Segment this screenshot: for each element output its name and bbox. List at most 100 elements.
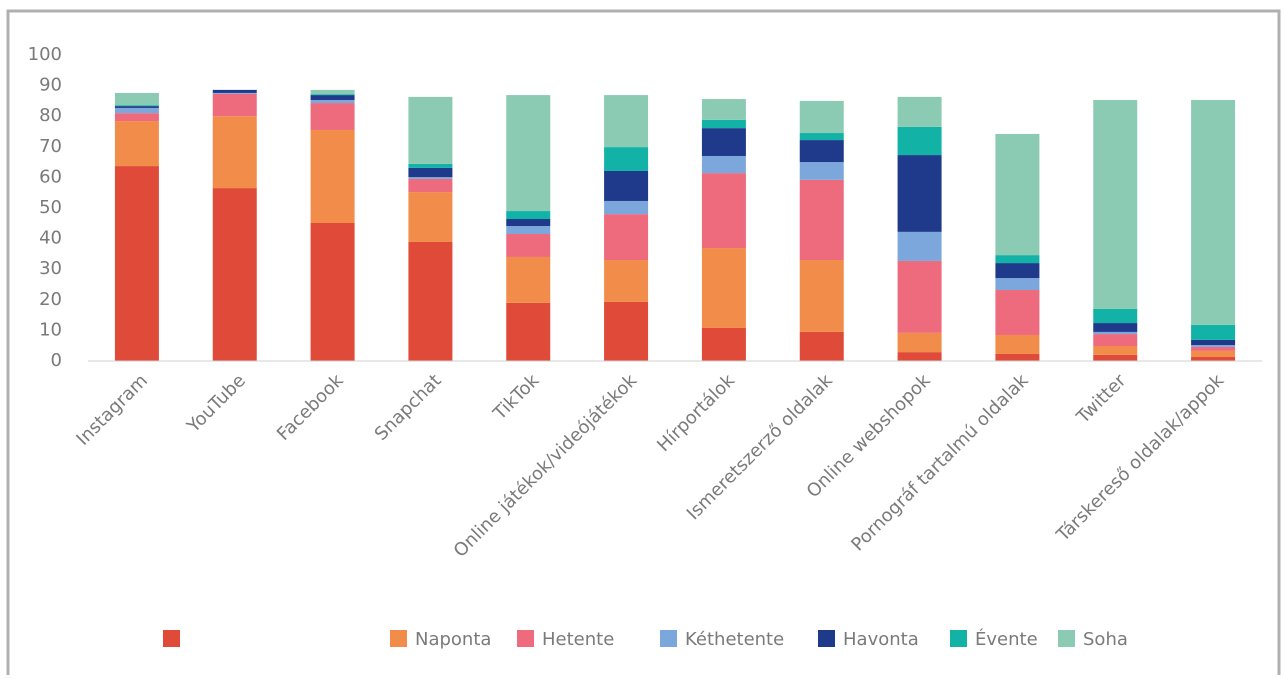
bar-segment: [114, 107, 159, 114]
legend-swatch: [163, 630, 180, 647]
bar-segment: [212, 92, 257, 94]
x-tick-label: Twitter: [1072, 370, 1131, 429]
bar-segment: [701, 155, 746, 174]
bar-segment: [1191, 346, 1236, 351]
y-tick-label: 40: [39, 228, 62, 249]
x-tick-label: Hírportálok: [653, 370, 739, 456]
bar-segment: [408, 192, 453, 242]
legend-swatch: [1058, 630, 1075, 647]
bar-segment: [701, 173, 746, 249]
x-tick-label: Online játékok/videójátékok: [450, 370, 642, 562]
bar-segment: [995, 263, 1040, 279]
bar-segment: [114, 166, 159, 361]
legend-swatch: [660, 630, 677, 647]
bar-segment: [897, 352, 942, 361]
bar-segment: [995, 133, 1040, 256]
legend-label: Naponta: [415, 629, 491, 650]
bar-segment: [995, 255, 1040, 264]
bar-segment: [114, 106, 159, 108]
bar-segment: [897, 260, 942, 333]
bar-segment: [1093, 334, 1138, 347]
y-tick-label: 80: [39, 105, 62, 126]
bar-segment: [114, 92, 159, 106]
bar-segment: [310, 95, 355, 100]
bar-segment: [114, 105, 159, 107]
bar-segment: [310, 99, 355, 104]
y-tick-label: 90: [39, 75, 62, 96]
bar-segment: [212, 116, 257, 189]
x-tick-label: Pornográf tartalmú oldalak: [847, 370, 1033, 556]
bar-segment: [1191, 324, 1236, 340]
bar-segment: [799, 331, 844, 361]
bar-segment: [1191, 350, 1236, 358]
bar-segment: [799, 133, 844, 141]
bar-segment: [408, 241, 453, 361]
x-tick-label: Snapchat: [371, 370, 446, 445]
bar-segment: [701, 327, 746, 361]
legend-swatch: [950, 630, 967, 647]
bar-segment: [1191, 339, 1236, 346]
y-tick-label: 20: [39, 289, 62, 310]
legend-label: Évente: [975, 628, 1038, 650]
bar-segment: [1093, 354, 1138, 361]
x-tick-label: Facebook: [273, 370, 348, 445]
y-tick-label: 10: [39, 319, 62, 340]
bar-segment: [310, 222, 355, 361]
bar-segment: [701, 248, 746, 328]
bar-segment: [1191, 357, 1236, 361]
bar-segment: [408, 96, 453, 164]
legend-label: Soha: [1083, 629, 1128, 650]
bar-segment: [1191, 345, 1236, 347]
bar-segment: [995, 334, 1040, 354]
bar-segment: [897, 231, 942, 261]
legend-swatch: [390, 630, 407, 647]
bar-segment: [408, 167, 453, 178]
bar-segment: [310, 129, 355, 223]
legend-label: Hetente: [542, 629, 614, 650]
bar-segment: [897, 126, 942, 156]
bar-segment: [310, 94, 355, 96]
bar-segment: [408, 163, 453, 168]
y-tick-label: 0: [51, 350, 62, 371]
legend-label: Havonta: [843, 629, 919, 650]
y-tick-label: 60: [39, 166, 62, 187]
bar-segment: [897, 332, 942, 353]
bar-segment: [897, 96, 942, 127]
bar-segment: [995, 290, 1040, 335]
bar-segment: [799, 179, 844, 261]
bar-segment: [506, 219, 551, 227]
bar-segment: [114, 121, 159, 167]
legend-label: Kéthetente: [685, 629, 784, 650]
bar-segment: [1191, 99, 1236, 325]
x-tick-label: TikTok: [489, 370, 544, 425]
bar-segment: [799, 140, 844, 163]
bar-segment: [212, 188, 257, 361]
bar-segment: [212, 89, 257, 93]
legend-swatch: [818, 630, 835, 647]
bar-segment: [995, 278, 1040, 291]
bar-segment: [604, 170, 649, 201]
bar-segment: [506, 302, 551, 361]
bar-segment: [799, 162, 844, 180]
bar-segment: [701, 119, 746, 129]
bar-segment: [1093, 331, 1138, 335]
bar-segment: [506, 211, 551, 220]
x-tick-label: Instagram: [72, 370, 152, 450]
bar-segment: [310, 89, 355, 95]
bar-segment: [799, 260, 844, 332]
bar-segment: [408, 177, 453, 179]
bar-segment: [604, 95, 649, 148]
bar-segment: [114, 113, 159, 122]
bar-segment: [1093, 346, 1138, 355]
bar-segment: [701, 128, 746, 156]
bar-segment: [604, 147, 649, 171]
bar-segment: [212, 93, 257, 117]
bar-segment: [506, 95, 551, 212]
bar-segment: [604, 301, 649, 361]
bar-segment: [506, 256, 551, 303]
bar-segment: [506, 226, 551, 235]
bar-segment: [604, 260, 649, 302]
y-tick-label: 30: [39, 258, 62, 279]
x-tick-label: YouTube: [183, 370, 250, 437]
